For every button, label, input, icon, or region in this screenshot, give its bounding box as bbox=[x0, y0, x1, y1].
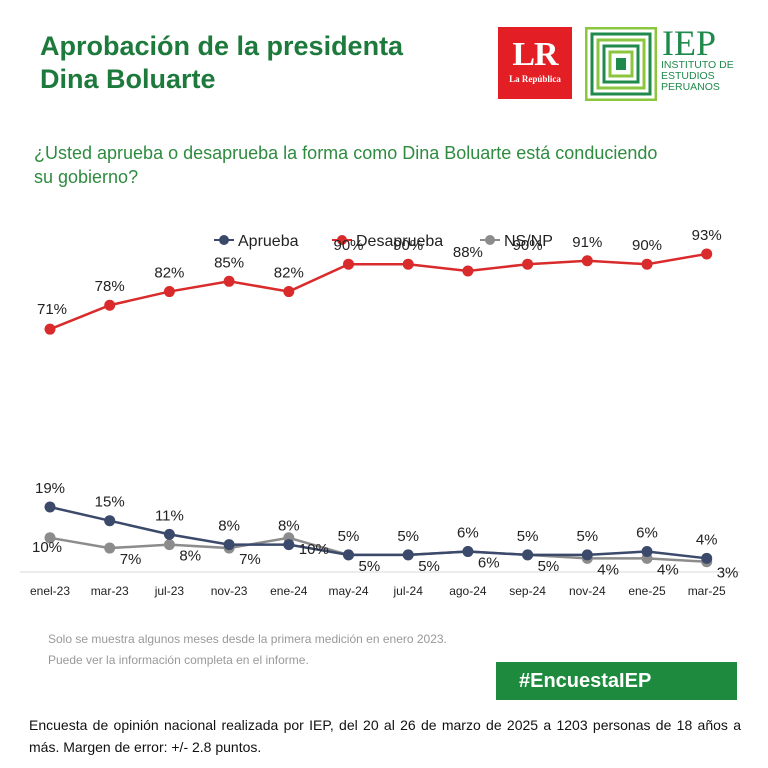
point-0-8 bbox=[522, 549, 534, 561]
point-0-6 bbox=[402, 549, 414, 561]
note-line-1: Solo se muestra algunos meses desde la p… bbox=[48, 632, 447, 646]
point-0-7 bbox=[462, 545, 474, 557]
point-1-8 bbox=[522, 258, 534, 270]
hashtag-banner: #EncuestaIEP bbox=[496, 662, 737, 700]
lr-logo-text: LR bbox=[512, 36, 558, 73]
x-tick-label-6: jul-24 bbox=[393, 584, 424, 598]
data-label-0-6: 5% bbox=[397, 528, 419, 545]
point-0-0 bbox=[44, 501, 56, 513]
point-0-2 bbox=[163, 528, 175, 540]
lr-logo-subtext: La República bbox=[509, 74, 561, 84]
point-1-4 bbox=[283, 286, 295, 298]
data-label-0-2: 11% bbox=[155, 507, 184, 524]
x-tick-label-5: may-24 bbox=[328, 584, 368, 598]
x-tick-label-1: mar-23 bbox=[91, 584, 129, 598]
chart-title: Aprobación de la presidenta Dina Boluart… bbox=[40, 30, 480, 96]
legend-label-0: Aprueba bbox=[238, 233, 299, 250]
data-label-1-11: 93% bbox=[692, 227, 722, 244]
point-0-10 bbox=[641, 545, 653, 557]
iep-logo: IEP INSTITUTO DE ESTUDIOS PERUANOS bbox=[584, 23, 745, 102]
iep-maze-icon bbox=[584, 26, 658, 102]
data-label-1-5: 90% bbox=[333, 237, 363, 254]
x-tick-label-8: sep-24 bbox=[509, 584, 546, 598]
x-tick-label-10: ene-25 bbox=[628, 584, 666, 598]
data-label-1-10: 90% bbox=[632, 237, 662, 254]
data-label-2-8: 5% bbox=[538, 558, 560, 575]
point-2-2 bbox=[163, 539, 175, 551]
point-0-3 bbox=[223, 539, 235, 551]
point-0-9 bbox=[581, 549, 593, 561]
data-label-2-5: 5% bbox=[359, 558, 381, 575]
survey-question: ¿Usted aprueba o desaprueba la forma com… bbox=[34, 143, 658, 187]
point-0-11 bbox=[701, 552, 713, 564]
iep-logo-text: IEP bbox=[662, 23, 716, 63]
note-line-2: Puede ver la información completa en el … bbox=[48, 653, 309, 667]
legend-marker-0 bbox=[219, 235, 229, 245]
legend-label-1: Desaprueba bbox=[356, 233, 443, 250]
x-tick-label-7: ago-24 bbox=[449, 584, 487, 598]
x-tick-label-2: jul-23 bbox=[154, 584, 185, 598]
x-tick-label-11: mar-25 bbox=[688, 584, 726, 598]
point-1-2 bbox=[163, 286, 175, 298]
data-label-1-2: 82% bbox=[154, 265, 184, 282]
title-line-2: Dina Boluarte bbox=[40, 64, 216, 94]
series-line-1 bbox=[49, 252, 707, 331]
legend-label-2: NS/NP bbox=[504, 233, 553, 250]
data-label-2-0: 10% bbox=[32, 539, 62, 556]
data-label-0-0: 19% bbox=[35, 480, 65, 497]
x-tick-label-0: enel-23 bbox=[30, 584, 70, 598]
data-label-1-1: 78% bbox=[95, 278, 125, 295]
point-1-7 bbox=[462, 265, 474, 277]
data-label-2-1: 7% bbox=[120, 551, 142, 568]
point-1-5 bbox=[343, 258, 354, 270]
methodology-footer: Encuesta de opinión nacional realizada p… bbox=[29, 717, 741, 755]
point-0-5 bbox=[343, 549, 354, 561]
data-label-2-11: 3% bbox=[717, 565, 739, 582]
x-tick-label-3: nov-23 bbox=[211, 584, 248, 598]
point-0-4 bbox=[283, 539, 295, 551]
legend-marker-1 bbox=[337, 235, 347, 245]
la-republica-logo: LR La República bbox=[498, 27, 572, 99]
point-1-10 bbox=[641, 258, 653, 270]
data-label-1-8: 90% bbox=[513, 237, 543, 254]
title-line-1: Aprobación de la presidenta bbox=[40, 31, 404, 61]
series-line-0 bbox=[49, 505, 707, 560]
data-label-0-9: 5% bbox=[576, 528, 598, 545]
data-label-1-9: 91% bbox=[572, 234, 602, 251]
data-label-0-5: 5% bbox=[338, 528, 360, 545]
point-1-9 bbox=[581, 255, 593, 267]
point-2-1 bbox=[104, 542, 116, 554]
iep-logo-subtext: INSTITUTO DE ESTUDIOS PERUANOS bbox=[661, 59, 734, 93]
data-label-1-6: 90% bbox=[393, 237, 423, 254]
data-label-0-8: 5% bbox=[517, 528, 539, 545]
data-label-1-4: 82% bbox=[274, 265, 304, 282]
data-label-0-3: 8% bbox=[218, 518, 240, 535]
data-label-2-6: 5% bbox=[418, 558, 440, 575]
legend-marker-2 bbox=[485, 235, 495, 245]
line-chart: Aprueba Desaprueba NS/NP 19% 15% 11% 8% 8% 5% 5% 6… bbox=[20, 227, 740, 598]
point-1-1 bbox=[104, 299, 116, 311]
data-label-1-0: 71% bbox=[37, 301, 67, 318]
data-label-0-7: 6% bbox=[457, 524, 479, 541]
point-1-11 bbox=[701, 248, 713, 260]
data-label-2-7: 6% bbox=[478, 554, 500, 571]
data-label-1-7: 88% bbox=[453, 244, 483, 261]
data-label-2-2: 8% bbox=[179, 548, 201, 565]
point-1-3 bbox=[223, 275, 235, 287]
point-1-6 bbox=[402, 258, 414, 270]
data-label-2-3: 7% bbox=[239, 551, 261, 568]
x-tick-label-9: nov-24 bbox=[569, 584, 606, 598]
data-label-0-11: 4% bbox=[696, 531, 718, 548]
data-label-0-1: 15% bbox=[95, 494, 125, 511]
x-tick-label-4: ene-24 bbox=[270, 584, 308, 598]
data-label-1-3: 85% bbox=[214, 254, 244, 271]
data-label-0-10: 6% bbox=[636, 524, 658, 541]
point-0-1 bbox=[104, 515, 116, 527]
data-label-2-10: 4% bbox=[657, 561, 679, 578]
point-2-0 bbox=[44, 532, 56, 544]
data-label-0-4: 8% bbox=[278, 518, 300, 535]
data-label-2-9: 4% bbox=[597, 561, 619, 578]
data-label-2-4: 10% bbox=[299, 541, 329, 558]
point-1-0 bbox=[44, 323, 56, 335]
